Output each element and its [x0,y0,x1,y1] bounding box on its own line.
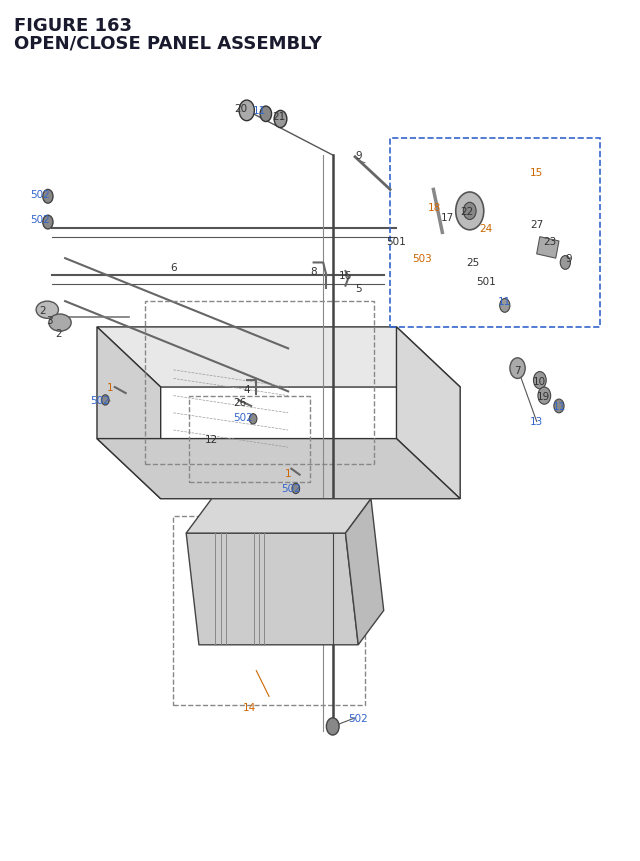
Text: 21: 21 [272,112,285,122]
Circle shape [326,718,339,735]
Circle shape [249,414,257,424]
Text: 14: 14 [243,702,257,712]
Text: 16: 16 [339,271,352,281]
Text: 8: 8 [310,267,317,276]
Text: 502: 502 [282,484,301,494]
Text: 17: 17 [441,213,454,223]
Text: 9: 9 [355,151,362,161]
Circle shape [456,193,484,231]
Ellipse shape [36,301,58,319]
Circle shape [292,484,300,494]
Polygon shape [537,238,559,259]
Circle shape [500,299,510,313]
Polygon shape [97,327,460,387]
Text: 20: 20 [234,103,247,114]
Text: 25: 25 [467,258,479,268]
Text: 22: 22 [460,207,473,217]
Circle shape [463,203,476,220]
Text: 501: 501 [476,277,495,287]
Text: 9: 9 [565,254,572,263]
Text: 1: 1 [106,382,113,393]
Text: OPEN/CLOSE PANEL ASSEMBLY: OPEN/CLOSE PANEL ASSEMBLY [14,34,322,53]
Text: 502: 502 [29,189,49,200]
Circle shape [560,257,570,270]
Text: FIGURE 163: FIGURE 163 [14,17,132,35]
Polygon shape [97,439,460,499]
Text: 502: 502 [234,412,253,423]
Text: 27: 27 [530,220,543,230]
Circle shape [43,216,53,230]
Circle shape [101,395,109,406]
Text: 2: 2 [40,306,46,315]
Text: 12: 12 [205,434,218,444]
Text: 502: 502 [348,713,368,723]
Text: 11: 11 [498,297,511,307]
Text: 501: 501 [387,237,406,247]
Text: 1: 1 [285,468,291,479]
Circle shape [274,111,287,128]
Text: 11: 11 [253,105,266,115]
Text: 7: 7 [514,365,521,375]
Text: 5: 5 [355,284,362,294]
Polygon shape [396,327,460,499]
Text: 23: 23 [543,237,556,247]
Text: 6: 6 [170,263,177,272]
Text: 4: 4 [243,384,250,394]
Text: 13: 13 [530,417,543,427]
Text: 11: 11 [552,401,566,412]
Circle shape [538,387,550,405]
Text: 26: 26 [234,397,247,407]
Circle shape [43,190,53,204]
Circle shape [554,400,564,413]
Text: 2: 2 [56,329,62,338]
Polygon shape [186,534,358,645]
Text: 24: 24 [479,224,492,234]
Circle shape [510,358,525,379]
Text: 3: 3 [46,316,52,325]
Text: 10: 10 [533,376,547,387]
Text: 15: 15 [530,168,543,178]
Circle shape [260,107,271,122]
Circle shape [534,372,546,389]
Text: 503: 503 [412,254,432,263]
Text: 19: 19 [536,391,550,401]
Polygon shape [97,327,161,499]
Polygon shape [186,499,371,534]
Polygon shape [346,499,384,645]
Text: 502: 502 [90,395,110,406]
Ellipse shape [49,314,71,331]
Circle shape [239,101,254,121]
Text: 18: 18 [428,202,442,213]
Text: 502: 502 [29,215,49,226]
